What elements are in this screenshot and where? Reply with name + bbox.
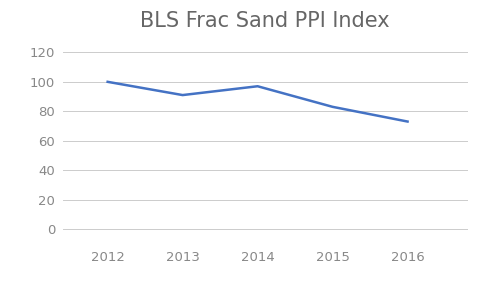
Title: BLS Frac Sand PPI Index: BLS Frac Sand PPI Index [140,11,390,30]
